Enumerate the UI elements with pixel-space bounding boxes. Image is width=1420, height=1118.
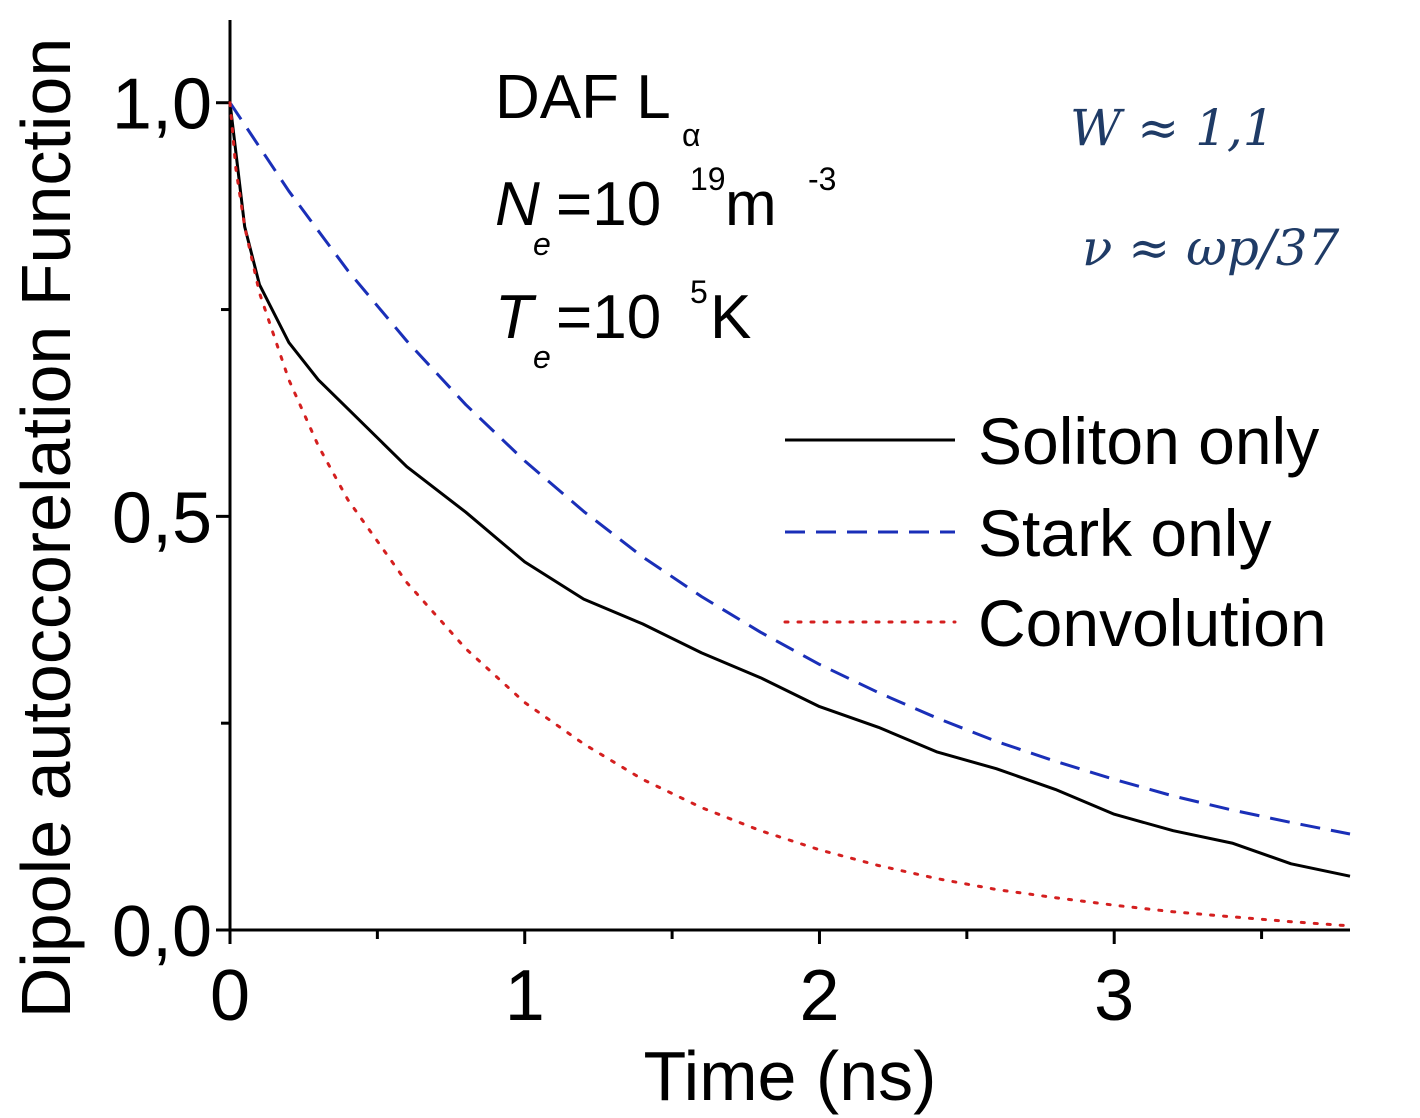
svg-text:T: T [495,283,537,352]
annotation-line2-eq: =10 [556,170,661,239]
annotation-line2-var: N [495,170,540,239]
annotation-line3-sup: 5 [690,274,708,310]
legend-label: Soliton only [978,404,1319,478]
annotation-line3-var: T [495,283,537,352]
x-tick-label: 3 [1094,956,1134,1036]
x-axis-title: Time (ns) [644,1037,937,1115]
y-tick-label: 0,5 [112,478,212,558]
param-nu: ν ≈ ωp/37 [1082,219,1340,277]
x-tick-label: 1 [505,956,545,1036]
annotation-line1-sub: α [682,117,701,153]
series-line-stark-only [228,101,1351,836]
annotation-line1-main: DAF L [495,63,671,132]
plot-area: 0 1 2 3 0,0 0,5 1,0 [112,20,1352,1036]
annotation-line2-unit-sup: -3 [808,161,836,197]
annotation-line3-unit: K [710,283,751,352]
annotation-line2-sup: 19 [690,161,726,197]
series-line-soliton-only [228,102,1351,878]
svg-text:N: N [495,170,540,239]
annotation-line3-sub: e [533,339,551,375]
y-axis-title: Dipole autoccorelation Function [7,38,85,1019]
svg-text:DAF L: DAF L [495,63,671,132]
y-tick-label: 1,0 [112,65,212,145]
series-line-convolution [228,101,1352,928]
y-tick-label: 0,0 [112,892,212,972]
annotation-line2-sub: e [533,226,551,262]
legend-label: Stark only [978,496,1271,570]
param-w: W ≈ 1,1 [1070,99,1275,157]
legend-label: Convolution [978,586,1327,660]
annotation-line3-eq: =10 [556,283,661,352]
x-tick-label: 2 [799,956,839,1036]
annotation-line2-unit: m [725,170,777,239]
x-tick-label: 0 [210,956,250,1036]
legend: Soliton only Stark only Convolution [783,404,1327,660]
conditions-annotation: DAF L α N e =10 19 m -3 T e =10 5 K [495,63,836,375]
